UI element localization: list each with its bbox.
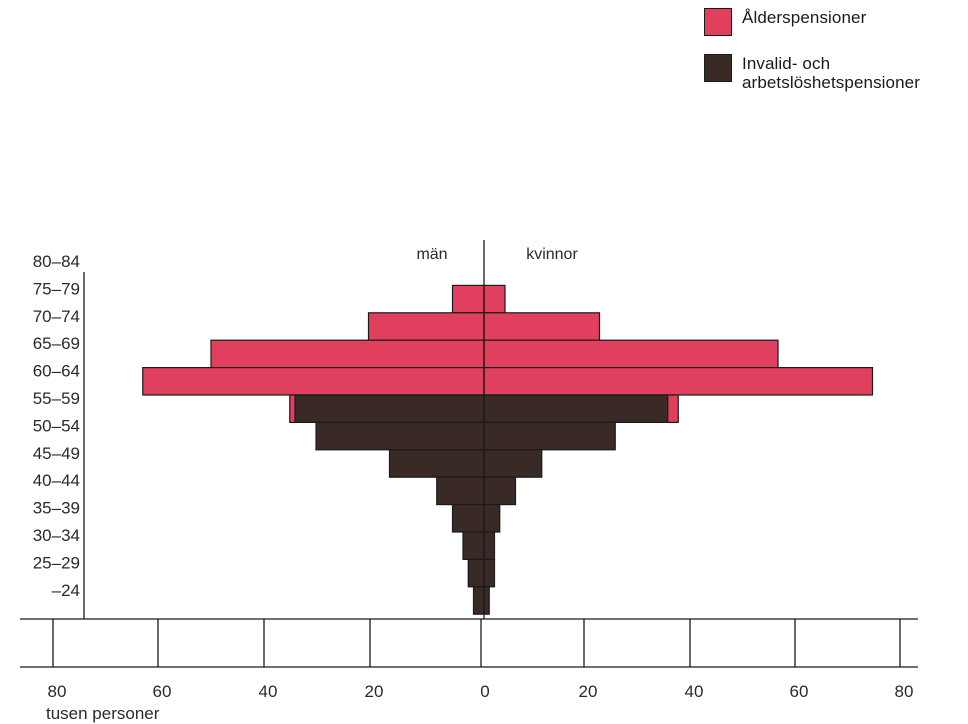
- bar-men-alderspension: [367, 312, 485, 341]
- chart-legend: Ålderspensioner Invalid- och arbetslöshe…: [704, 8, 964, 110]
- legend-item-invalid-arbetsloshet: Invalid- och arbetslöshetspensioner: [704, 54, 964, 92]
- axes-group: [20, 240, 918, 668]
- legend-label-invalid-arbetsloshet: Invalid- och arbetslöshetspensioner: [742, 54, 920, 92]
- x-tick-label: 40: [685, 682, 704, 701]
- bar-men-invalid-arbetsloshet: [294, 394, 485, 423]
- side-label-men: män: [416, 246, 447, 263]
- bar-women-invalid-arbetsloshet: [483, 504, 501, 533]
- bar-men-invalid-arbetsloshet: [315, 421, 485, 451]
- bar-women-alderspension: [483, 284, 506, 314]
- bar-men-invalid-arbetsloshet: [388, 449, 485, 478]
- bar-women-invalid-arbetsloshet: [483, 476, 517, 506]
- legend-label-alderspensioner: Ålderspensioner: [742, 8, 867, 27]
- labels-group: 80 60 40 20 0 20 40 60 80 80–84 75–79 70–74 65–69 60–…: [33, 246, 914, 723]
- legend-swatch-invalid-arbetsloshet: [704, 54, 732, 82]
- age-label: 40–44: [33, 471, 80, 490]
- bar-women-invalid-arbetsloshet: [483, 586, 490, 615]
- x-tick-label: 40: [259, 682, 278, 701]
- x-tick-label: 60: [153, 682, 172, 701]
- x-tick-label: 0: [480, 682, 489, 701]
- bar-men-invalid-arbetsloshet: [472, 586, 485, 615]
- x-axis-label: tusen personer: [46, 704, 160, 723]
- legend-item-alderspensioner: Ålderspensioner: [704, 8, 964, 36]
- age-label: 80–84: [33, 252, 80, 271]
- age-label: 75–79: [33, 279, 80, 298]
- age-label: 65–69: [33, 334, 80, 353]
- age-label: 55–59: [33, 389, 80, 408]
- age-label: 50–54: [33, 416, 80, 435]
- bar-men-invalid-arbetsloshet: [462, 531, 485, 560]
- x-tick-label: 80: [895, 682, 914, 701]
- bar-women-alderspension: [483, 367, 874, 396]
- age-label: –24: [52, 581, 80, 600]
- age-label: 25–29: [33, 553, 80, 572]
- bars-group: [142, 284, 874, 615]
- bar-women-alderspension: [483, 312, 601, 341]
- bar-women-alderspension: [483, 339, 779, 369]
- bar-men-invalid-arbetsloshet: [451, 504, 485, 533]
- bar-women-invalid-arbetsloshet: [483, 531, 496, 560]
- bar-women-invalid-arbetsloshet: [483, 558, 496, 588]
- bar-men-alderspension: [142, 367, 485, 396]
- age-label: 35–39: [33, 499, 80, 518]
- bar-men-invalid-arbetsloshet: [436, 476, 485, 506]
- x-tick-label: 60: [790, 682, 809, 701]
- bar-women-invalid-arbetsloshet: [483, 394, 669, 423]
- age-label: 30–34: [33, 526, 80, 545]
- age-label: 60–64: [33, 362, 80, 381]
- x-tick-label: 80: [48, 682, 67, 701]
- legend-swatch-alderspensioner: [704, 8, 732, 36]
- bar-men-alderspension: [451, 284, 485, 314]
- bar-men-invalid-arbetsloshet: [467, 558, 485, 588]
- bar-men-alderspension: [210, 339, 485, 369]
- bar-women-invalid-arbetsloshet: [483, 421, 616, 451]
- x-tick-label: 20: [579, 682, 598, 701]
- bar-women-invalid-arbetsloshet: [483, 449, 543, 478]
- x-tick-label: 20: [365, 682, 384, 701]
- side-label-women: kvinnor: [526, 246, 578, 263]
- age-label: 70–74: [33, 307, 80, 326]
- age-label: 45–49: [33, 444, 80, 463]
